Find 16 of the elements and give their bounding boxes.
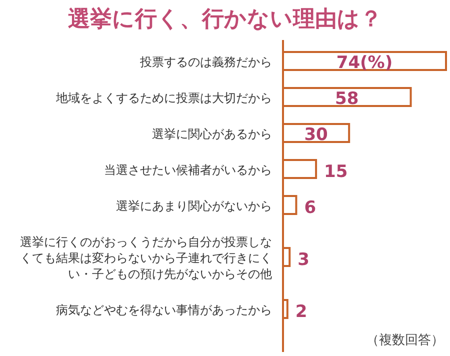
value-label: 2	[295, 302, 308, 322]
category-label: 選挙にあまり関心がないから	[116, 199, 272, 213]
title: 選挙に行く、行かない理由は？	[68, 7, 382, 32]
value-label: 6	[304, 198, 316, 218]
category-label: 選挙に行くのがおっくうだから自分が投票しなくても結果は変わらないから子連れで行きにくい・子どもの預け先がないからその他	[20, 235, 272, 281]
value-label: 30	[304, 125, 328, 145]
annotation: （複数回答）	[366, 333, 444, 348]
category-label: 病気などやむを得ない事情があったから	[56, 303, 272, 317]
value-label: 3	[298, 250, 310, 270]
value-label: 15	[324, 162, 348, 182]
category-label: 選挙に関心があるから	[152, 127, 272, 141]
value-label: 74(%)	[336, 53, 393, 73]
category-label: 当選させたい候補者がいるから	[104, 163, 272, 177]
category-label: 投票するのは義務だから	[140, 55, 272, 69]
category-label: 地域をよくするために投票は大切だから	[56, 91, 272, 105]
value-label: 58	[335, 89, 359, 109]
